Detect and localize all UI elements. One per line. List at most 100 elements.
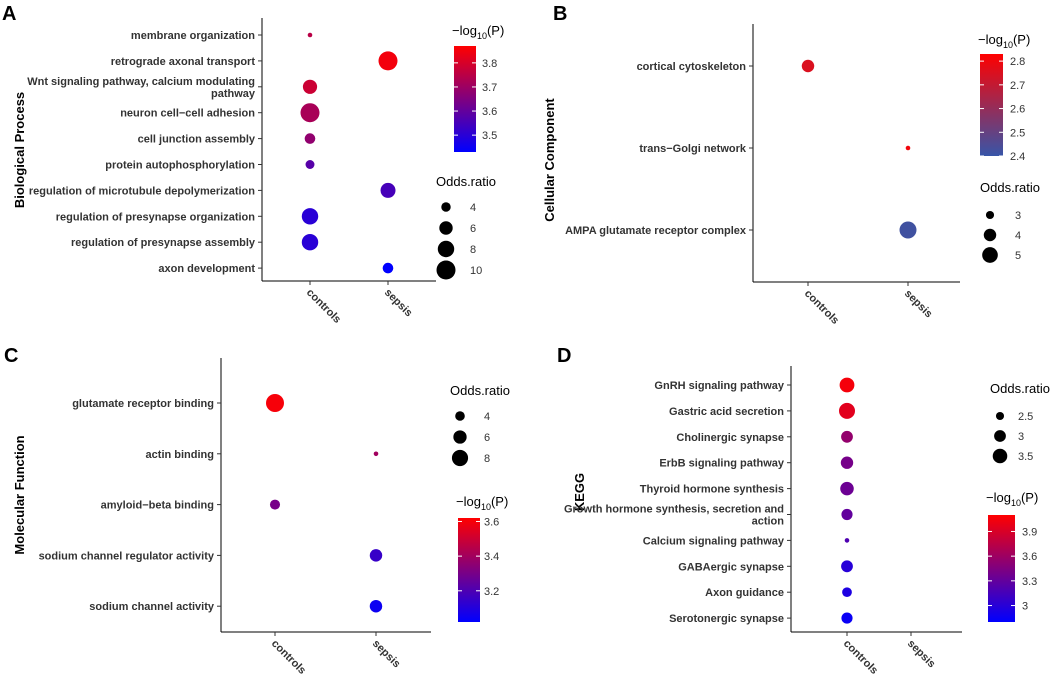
- color-legend-label: 2.6: [1010, 104, 1025, 116]
- y-tick-label: Gastric acid secretion: [669, 406, 784, 418]
- size-legend-dot: [441, 202, 451, 212]
- size-legend-title-b: Odds.ratio: [980, 180, 1040, 195]
- y-tick-label: ErbB signaling pathway: [659, 458, 785, 470]
- color-legend-title-sub: 10: [1011, 498, 1021, 508]
- data-point: [842, 587, 852, 598]
- color-legend-label: 2.5: [1010, 127, 1025, 139]
- data-point: [801, 59, 815, 73]
- data-point: [369, 599, 383, 613]
- data-point: [304, 133, 316, 144]
- color-legend-bar-c: [458, 518, 480, 622]
- size-legend-dot: [992, 448, 1008, 464]
- color-legend-label: 2.4: [1010, 151, 1025, 163]
- data-point: [269, 499, 281, 510]
- y-tick-label: Growth hormone synthesis, secretion and: [564, 504, 784, 516]
- color-legend-title-sub: 10: [477, 31, 487, 41]
- color-legend-title-d: −log10(P): [986, 490, 1038, 508]
- size-legend-label: 6: [470, 223, 476, 235]
- x-tick-label-sepsis: sepsis: [382, 287, 415, 320]
- color-legend-label: 3.8: [482, 58, 497, 70]
- color-legend-label: 3.5: [482, 130, 497, 142]
- size-legend-label: 2.5: [1018, 411, 1033, 423]
- y-tick-label: retrograde axonal transport: [111, 56, 256, 68]
- data-point: [307, 32, 313, 38]
- color-legend-label: 3.6: [1022, 551, 1037, 563]
- color-legend-label: 2.8: [1010, 56, 1025, 68]
- size-legend-dot: [983, 228, 997, 242]
- y-tick-label: regulation of presynapse assembly: [71, 237, 256, 249]
- size-legend-dot: [436, 260, 456, 280]
- size-legend-label: 3: [1018, 431, 1024, 443]
- data-point: [305, 160, 315, 169]
- size-legend-dot: [439, 221, 453, 235]
- data-point: [369, 549, 383, 562]
- color-legend-label: 3.7: [482, 82, 497, 94]
- color-legend-label: 3.2: [484, 586, 499, 598]
- size-legend-dot: [455, 411, 465, 421]
- size-legend-label: 5: [1015, 250, 1021, 262]
- color-legend-title-prefix: −log: [978, 32, 1003, 47]
- data-point: [840, 481, 854, 496]
- x-tick-label-controls: controls: [802, 288, 841, 327]
- data-point: [378, 51, 398, 71]
- y-axis-title-d: KEGG: [572, 473, 587, 511]
- data-point: [844, 538, 850, 543]
- data-point: [841, 430, 853, 443]
- y-tick-label: pathway: [211, 88, 256, 100]
- data-point: [373, 451, 379, 457]
- size-legend-dot: [453, 430, 467, 444]
- y-tick-label: protein autophosphorylation: [105, 160, 255, 172]
- y-tick-label: sodium channel activity: [89, 601, 215, 613]
- data-point: [266, 394, 284, 412]
- color-legend-title-c: −log10(P): [456, 494, 508, 512]
- color-legend-title-prefix: −log: [986, 490, 1011, 505]
- size-legend-dot: [995, 411, 1005, 421]
- color-legend-title-suffix: (P): [491, 494, 508, 509]
- data-point: [841, 560, 853, 573]
- size-legend-dot: [982, 247, 998, 263]
- panel-b-chart: Cellular Component cortical cytoskeleton t…: [542, 24, 1040, 327]
- x-tick-label-controls: controls: [841, 638, 880, 677]
- data-point: [839, 377, 855, 393]
- color-legend-label: 3.9: [1022, 526, 1037, 538]
- data-point: [301, 233, 319, 251]
- x-tick-label-sepsis: sepsis: [902, 288, 935, 321]
- panel-letter-d: D: [557, 345, 571, 367]
- panel-letter-b: B: [553, 3, 567, 25]
- color-legend-title-a: −log10(P): [452, 23, 504, 41]
- color-legend-title-suffix: (P): [1021, 490, 1038, 505]
- y-axis-title-b: Cellular Component: [542, 98, 557, 222]
- color-legend-title-suffix: (P): [487, 23, 504, 38]
- panel-letter-a: A: [2, 3, 16, 25]
- y-tick-label: sodium channel regulator activity: [39, 550, 215, 562]
- size-legend-label: 4: [1015, 230, 1021, 242]
- y-tick-label: Calcium signaling pathway: [643, 535, 785, 547]
- y-axis-title-c: Molecular Function: [12, 435, 27, 554]
- size-legend-title-c: Odds.ratio: [450, 383, 510, 398]
- y-tick-label: regulation of microtubule depolymerizati…: [29, 185, 255, 197]
- data-point: [905, 145, 911, 151]
- y-tick-label: AMPA glutamate receptor complex: [565, 225, 747, 237]
- data-point: [899, 221, 917, 239]
- color-legend-label: 3.4: [484, 551, 499, 563]
- size-legend-title-a: Odds.ratio: [436, 174, 496, 189]
- panel-d-chart: KEGG GnRH signaling pathway Gastric acid s…: [564, 366, 1050, 677]
- y-tick-label: action: [752, 516, 785, 528]
- color-legend-title-sub: 10: [481, 502, 491, 512]
- y-tick-label: membrane organization: [131, 30, 255, 42]
- size-legend-label: 6: [484, 432, 490, 444]
- y-axis-title-a: Biological Process: [12, 92, 27, 208]
- y-tick-label: amyloid−beta binding: [101, 500, 214, 512]
- size-legend-dot: [985, 210, 995, 220]
- data-point: [841, 508, 853, 521]
- y-tick-label: Wnt signaling pathway, calcium modulatin…: [27, 76, 255, 88]
- y-tick-label: trans−Golgi network: [639, 143, 747, 155]
- x-tick-label-controls: controls: [269, 638, 308, 677]
- data-point: [300, 103, 320, 123]
- panel-a-chart: Biological Process membrane organization r…: [12, 18, 504, 326]
- y-tick-label: cortical cytoskeleton: [637, 61, 747, 73]
- data-point: [382, 262, 394, 274]
- y-tick-label: actin binding: [146, 449, 214, 461]
- panel-c-chart: Molecular Function glutamate receptor bin…: [12, 358, 510, 677]
- color-legend-title-sub: 10: [1003, 40, 1013, 50]
